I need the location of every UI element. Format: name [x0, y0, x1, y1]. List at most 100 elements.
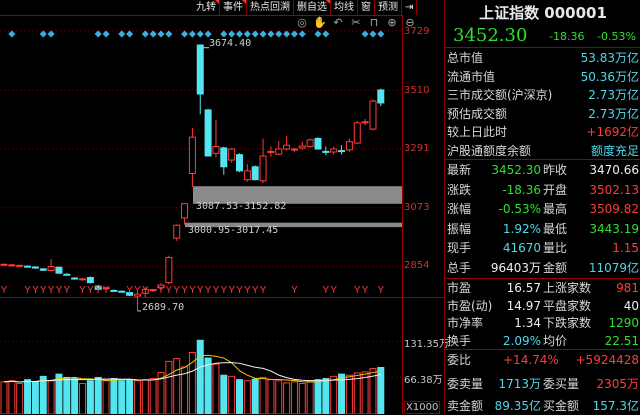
y-marker: Y — [236, 285, 243, 296]
zoom-out-icon[interactable]: ⊖ — [405, 16, 415, 29]
volume-bar — [173, 358, 181, 414]
candle-body — [55, 266, 63, 274]
diamond-marker — [181, 30, 189, 38]
volume-bar — [71, 378, 79, 414]
volume-bar — [259, 376, 267, 414]
cell: 金额 — [543, 260, 568, 275]
scissors-icon[interactable]: ✂ — [351, 16, 361, 29]
lock-icon[interactable]: ⊓ — [369, 16, 379, 29]
cell: 涨幅 — [447, 202, 472, 216]
eye-icon[interactable]: ◎ — [297, 16, 307, 29]
undo-icon[interactable]: ↶ — [333, 16, 343, 29]
diamond-marker — [283, 30, 291, 38]
chart-tools: ◎ ✋ ↶ ✂ ⊓ ⊕ ⊖ — [295, 15, 417, 30]
cell: 14.97 — [506, 298, 541, 313]
y-marker: Y — [252, 285, 259, 296]
candle-body — [181, 203, 189, 219]
candle-body — [86, 277, 94, 284]
security-title: 上证指数 000001 — [479, 4, 607, 22]
volume-bar — [314, 379, 322, 414]
tab-1[interactable]: 事件 — [220, 0, 247, 15]
quote-row: 涨跌 -18.36 开盘 3502.13 — [445, 181, 640, 199]
cell: 89.35亿 — [494, 399, 541, 413]
candle-body — [314, 137, 322, 150]
chart-toolbar-tabs: 九转 事件 热点回溯 删自选 均线窗预测 ⇥ — [193, 0, 418, 15]
cell: 开盘 — [543, 182, 568, 197]
y-marker: Y — [32, 285, 39, 296]
candle-body — [345, 141, 353, 151]
tab-label: 预测 — [378, 2, 398, 13]
last-price: 3452.30 — [453, 25, 528, 46]
diamond-marker — [94, 30, 102, 38]
y-marker: Y — [205, 285, 212, 296]
y-marker: Y — [142, 285, 149, 296]
candle-body — [16, 264, 24, 267]
cell: 均价 — [543, 333, 568, 348]
diamond-marker — [243, 30, 251, 38]
tab-3[interactable]: 删自选 — [294, 0, 331, 15]
candle-body — [290, 148, 298, 151]
candle-body — [71, 277, 79, 280]
price-change: -18.36 — [549, 30, 585, 43]
diamond-marker — [204, 30, 212, 38]
cell: 2305万 — [596, 377, 639, 391]
y-marker: Y — [95, 285, 102, 296]
volume-bar — [133, 380, 141, 414]
expand-right-icon[interactable]: ⇥ — [402, 0, 418, 15]
diamond-marker — [118, 30, 126, 38]
cell: -0.53% — [498, 202, 541, 216]
candle-body — [63, 273, 71, 276]
cell: 1713万 — [498, 377, 541, 391]
hand-icon[interactable]: ✋ — [313, 16, 327, 29]
cell: 卖金额 — [447, 399, 484, 413]
candle-body — [0, 263, 8, 266]
y-marker: Y — [1, 285, 8, 296]
zoom-in-icon[interactable]: ⊕ — [387, 16, 397, 29]
tab-0[interactable]: 九转 — [193, 0, 220, 15]
tab-4[interactable]: 均线 — [331, 0, 358, 15]
cell: 157.3亿 — [592, 399, 639, 413]
y-marker: Y — [189, 285, 196, 296]
diamond-marker — [259, 30, 267, 38]
gap-zone — [193, 186, 402, 204]
volume-tick: 66.38万 — [404, 375, 443, 386]
candle-body — [24, 265, 32, 268]
diamond-marker — [290, 30, 298, 38]
price-change-pct: -0.53% — [597, 30, 636, 43]
candle-body — [157, 284, 165, 289]
y-marker: Y — [166, 285, 173, 296]
stat-row: 较上日此时 +1692亿 — [445, 123, 640, 141]
candle-body — [251, 166, 259, 181]
quote-row: 市盈 16.57 上涨家数 981 — [445, 279, 640, 297]
gap-label: 3000.95-3017.45 — [188, 225, 279, 236]
candle-body — [338, 150, 346, 153]
candle-body — [149, 289, 157, 292]
cell: 981 — [616, 281, 639, 295]
tab-label: 事件 — [223, 2, 243, 13]
volume-bar — [86, 380, 94, 414]
gap-label: 3087.53-3152.82 — [196, 201, 287, 212]
diamond-marker — [377, 30, 385, 38]
stat-label: 较上日此时 — [447, 125, 508, 139]
candle-body — [39, 268, 47, 271]
volume-bar — [251, 378, 259, 414]
volume-bar — [149, 378, 157, 414]
volume-bar — [298, 383, 306, 414]
diamond-marker — [196, 30, 204, 38]
tab-5[interactable]: 窗 — [358, 0, 375, 15]
cell: 总手 — [447, 260, 472, 275]
candle-body — [165, 257, 173, 284]
candle-body — [141, 288, 149, 294]
gap-zone — [185, 222, 402, 228]
stat-value: 2.73万亿 — [588, 106, 639, 121]
cell: 16.57 — [506, 281, 541, 295]
candle-body — [330, 148, 338, 153]
tab-2[interactable]: 热点回溯 — [247, 0, 294, 15]
tab-label: 窗 — [361, 2, 371, 13]
weibi-diff: +5924428 — [575, 353, 640, 367]
tab-6[interactable]: 预测 — [375, 0, 402, 15]
candle-body — [126, 292, 134, 296]
stat-row: 流通市值 50.36万亿 — [445, 68, 640, 86]
tab-label: 均线 — [334, 2, 354, 13]
